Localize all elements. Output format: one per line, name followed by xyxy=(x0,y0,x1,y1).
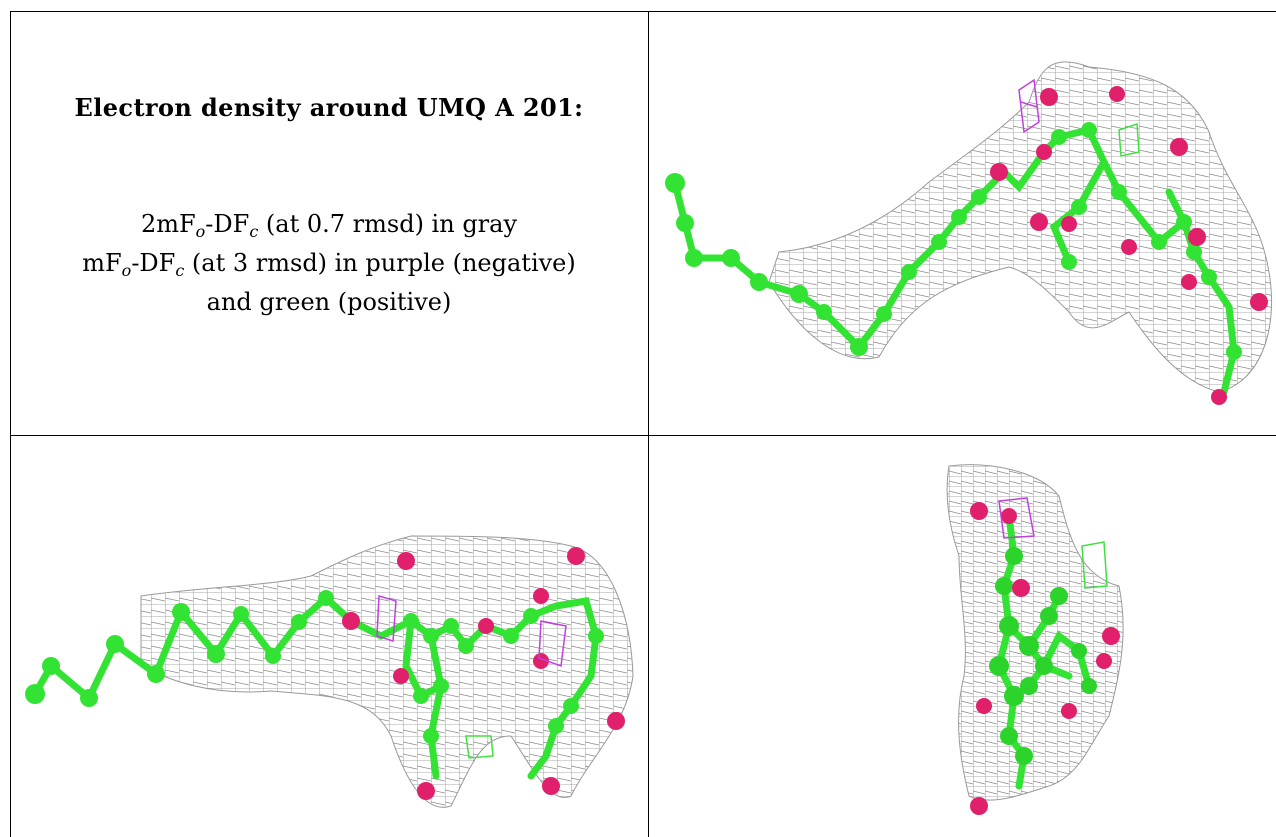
carbon-atoms xyxy=(665,122,1242,360)
view-top-right xyxy=(649,12,1276,435)
negative-density xyxy=(1018,78,1040,134)
carbon-atoms xyxy=(989,547,1097,765)
oxygen-atoms xyxy=(342,547,625,800)
molecule-view-3 xyxy=(946,464,1124,815)
view-bottom-right xyxy=(649,436,1276,837)
molecule-view-1 xyxy=(665,61,1273,405)
negative-density xyxy=(376,595,567,668)
caption-title: Electron density around UMQ A 201: xyxy=(74,93,584,122)
oxygen-atoms xyxy=(990,86,1268,405)
caption-line-2fo: 2mFo-DFc (at 0.7 rmsd) in gray xyxy=(140,210,518,241)
view-bottom-left xyxy=(11,436,648,837)
oxygen-atoms xyxy=(970,502,1120,815)
molecule-view-2 xyxy=(25,535,634,808)
caption-line-fo: mFo-DFc (at 3 rmsd) in purple (negative) xyxy=(82,249,576,280)
caption-cell: Electron density around UMQ A 201: 2mFo-… xyxy=(10,11,648,435)
positive-density xyxy=(1118,122,1140,157)
figure-table: Electron density around UMQ A 201: 2mFo-… xyxy=(10,11,1276,837)
positive-density xyxy=(1081,541,1108,589)
border-left xyxy=(10,11,11,837)
caption-line-colors: and green (positive) xyxy=(206,288,452,316)
border-top xyxy=(10,11,1276,12)
bonds xyxy=(31,593,600,780)
divider-horizontal xyxy=(10,435,1276,436)
divider-vertical xyxy=(648,11,649,837)
density-mesh xyxy=(140,535,634,808)
caption-description: 2mFo-DFc (at 0.7 rmsd) in gray mFo-DFc (… xyxy=(10,205,648,322)
carbon-atoms xyxy=(25,590,604,744)
positive-density xyxy=(465,735,494,759)
negative-density xyxy=(998,497,1035,539)
density-mesh xyxy=(768,61,1273,393)
